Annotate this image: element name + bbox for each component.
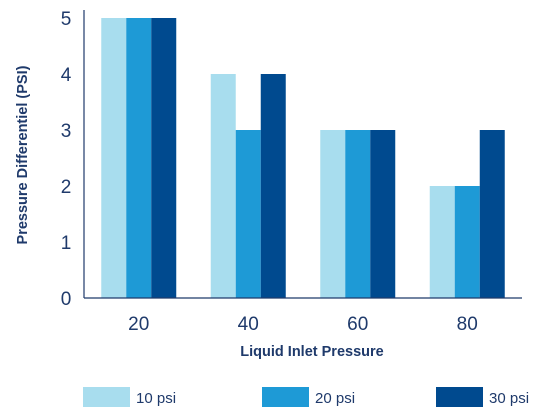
y-tick-label: 5 [61,9,72,30]
bar-20-30-psi [151,18,177,298]
bar-80-10-psi [429,186,455,298]
legend-swatch [262,387,309,407]
legend-swatch [83,387,130,407]
bar-60-20-psi [345,130,371,298]
legend-swatch [436,387,483,407]
bar-60-10-psi [320,130,346,298]
y-axis-title: Pressure Differentiel (PSI) [15,65,31,244]
bar-20-20-psi [126,18,152,298]
bar-20-10-psi [101,18,127,298]
x-axis-title: Liquid Inlet Pressure [240,344,383,360]
bar-40-10-psi [210,74,236,298]
y-tick-label: 1 [61,233,72,254]
y-tick-label: 4 [61,65,72,86]
bars-group [101,18,505,298]
legend-label: 10 psi [136,390,176,407]
bar-80-20-psi [454,186,480,298]
y-tick-label: 0 [61,289,72,310]
x-tick-label: 40 [238,314,259,335]
legend-label: 20 psi [315,390,355,407]
bar-60-30-psi [370,130,396,298]
x-tick-label: 60 [347,314,368,335]
y-tick-label: 2 [61,177,72,198]
bar-40-20-psi [235,130,261,298]
x-tick-label: 20 [128,314,149,335]
legend-label: 30 psi [489,390,529,407]
axes-group: 20 40 60 80 0 1 2 3 4 5 [61,9,522,335]
x-tick-label: 80 [457,314,478,335]
y-tick-label: 3 [61,121,72,142]
legend: 10 psi 20 psi 30 psi [83,387,529,407]
bar-80-30-psi [479,130,505,298]
bar-40-30-psi [260,74,286,298]
